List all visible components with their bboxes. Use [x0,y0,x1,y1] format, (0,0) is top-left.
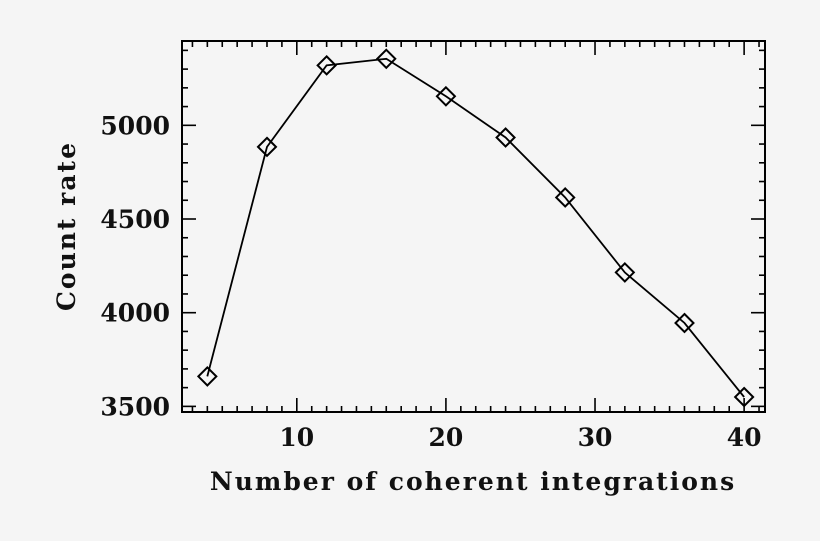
diamond-marker-icon [733,386,755,408]
x-tick-label: 10 [279,423,314,452]
x-axis-tick-labels: 10 20 30 40 [279,423,761,452]
diamond-marker-icon [554,187,576,208]
x-tick-label: 40 [727,423,762,452]
diamond-marker-icon [196,365,218,387]
diamond-marker-icon [614,261,636,283]
diamond-marker-icon [316,54,338,76]
data-series [196,48,755,408]
x-tick-label: 20 [429,423,464,452]
x-axis-title: Number of coherent integrations [210,467,736,496]
y-tick-label: 4000 [100,299,170,328]
plot-frame [181,40,766,413]
diamond-marker-icon [495,127,516,148]
y-tick-label: 3500 [100,392,170,421]
y-axis-tick-labels: 3500 4000 4500 5000 [100,111,170,421]
axis-ticks [182,41,765,412]
diamond-marker-icon [674,312,695,334]
y-axis-title: Count rate [52,141,81,311]
diamond-marker-icon [375,48,397,70]
x-tick-label: 30 [578,423,613,452]
diamond-marker-icon [435,85,457,107]
y-tick-label: 4500 [100,205,170,234]
series-line [206,57,745,398]
diamond-marker-icon [256,136,278,158]
y-tick-label: 5000 [100,111,170,140]
